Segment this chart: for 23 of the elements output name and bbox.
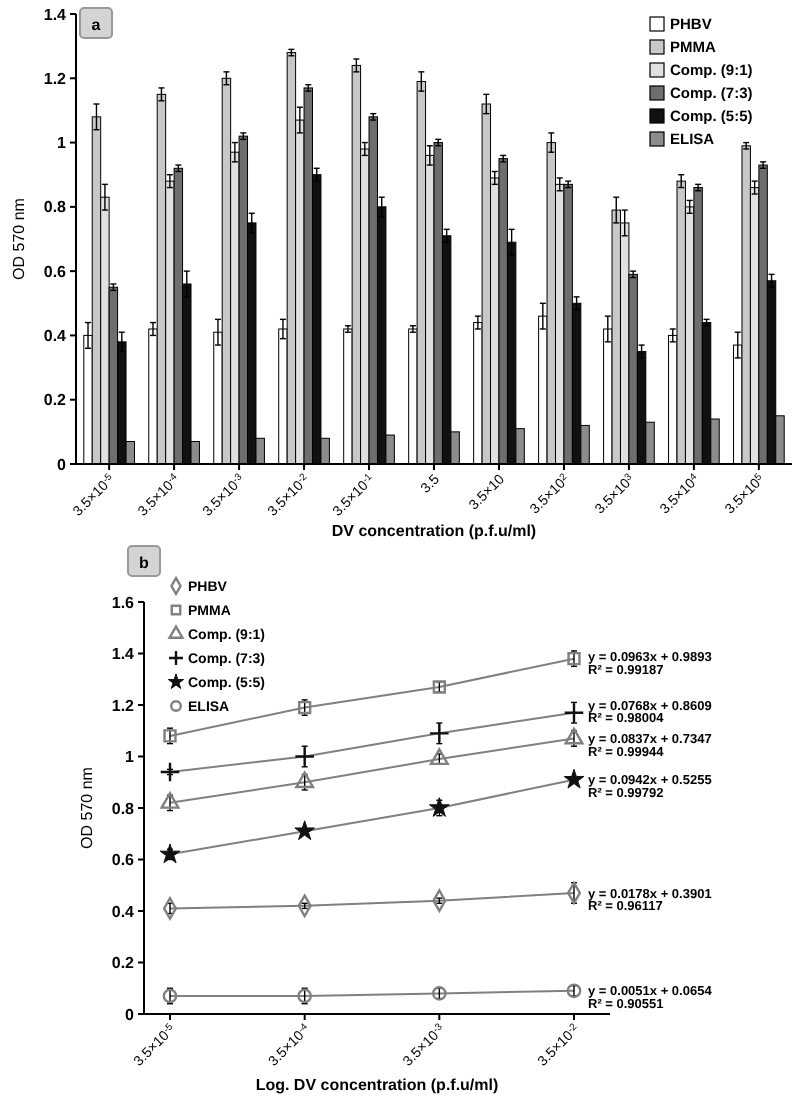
y-axis-title: OD 570 nm <box>78 766 96 849</box>
y-tick-label: 0.6 <box>43 262 68 281</box>
x-axis-title: Log. DV concentration (p.f.u/ml) <box>255 1076 499 1094</box>
y-tick-label: 0 <box>125 1005 136 1024</box>
y-tick-label: 1.4 <box>43 5 68 24</box>
y-tick-label: 0.2 <box>111 954 136 973</box>
y-tick-label: 1.6 <box>111 593 136 612</box>
y-axis-title: OD 570 nm <box>10 197 28 280</box>
y-tick-label: 0.4 <box>111 902 136 921</box>
y-tick-label: 1 <box>125 748 136 767</box>
y-tick-label: 0.8 <box>111 799 136 818</box>
y-tick-label: 0.2 <box>43 391 68 410</box>
y-tick-label: 0 <box>57 455 68 474</box>
y-tick-label: 0.4 <box>43 327 68 346</box>
y-tick-label: 1.2 <box>111 696 136 715</box>
y-tick-label: 0.8 <box>43 198 68 217</box>
y-tick-label: 0.6 <box>111 851 136 870</box>
x-axis-title: DV concentration (p.f.u/ml) <box>331 522 537 540</box>
chart-title: a <box>91 16 102 34</box>
y-tick-label: 1.2 <box>43 69 68 88</box>
y-tick-label: 1.4 <box>111 645 136 664</box>
chart-title: b <box>139 554 150 572</box>
y-tick-label: 1 <box>57 134 68 153</box>
